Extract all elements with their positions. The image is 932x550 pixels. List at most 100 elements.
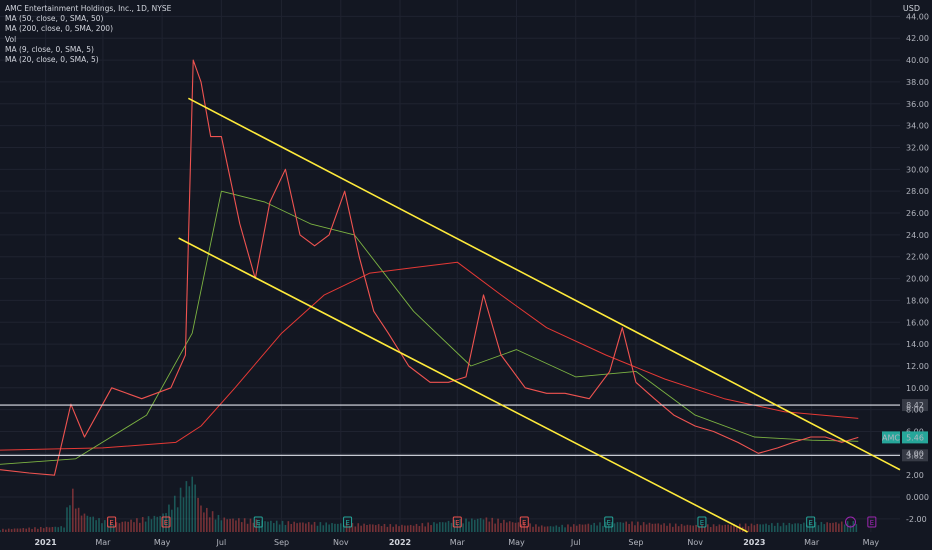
earnings-marker [604, 516, 614, 528]
volume-bar [287, 521, 290, 532]
volume-bar [66, 507, 68, 532]
volume-bar [51, 526, 54, 532]
earnings-label: E [607, 519, 611, 527]
volume-bar [701, 524, 703, 532]
volume-bar [421, 523, 424, 532]
volume-bar [596, 525, 598, 532]
volume-bar [229, 518, 231, 532]
volume-bar [203, 512, 205, 532]
volume-bar [485, 517, 488, 532]
volume-bar [471, 518, 473, 532]
volume-bar [19, 528, 22, 532]
volume-bar [307, 522, 310, 532]
indicator-ma200[interactable]: MA (200, close, 0, SMA, 200) [5, 24, 113, 34]
volume-bar [663, 523, 665, 532]
volume-bar [628, 523, 630, 532]
volume-bar [115, 522, 118, 532]
volume-bar [188, 486, 191, 532]
indicator-ma20[interactable]: MA (20, close, 0, SMA, 5) [5, 55, 99, 65]
indicator-vol[interactable]: Vol [5, 34, 17, 44]
volume-bar [220, 520, 223, 532]
volume-bar [680, 524, 683, 532]
volume-bar [424, 526, 427, 532]
volume-bar [69, 505, 71, 532]
volume-bar [666, 525, 668, 532]
volume-bar [814, 521, 817, 532]
volume-bar [584, 524, 587, 532]
x-tick-label: Nov [687, 538, 703, 547]
volume-bar [797, 523, 799, 532]
ma200-line [0, 261, 859, 451]
currency-label: USD [902, 4, 920, 13]
ma50-line [0, 190, 859, 465]
earnings-marker [161, 516, 171, 528]
volume-bar [226, 519, 228, 532]
volume-bar [840, 521, 843, 532]
volume-bar [139, 522, 141, 532]
horizontal-lines[interactable]: 8.42 3.82 [0, 399, 928, 462]
volume-bar [488, 521, 491, 532]
x-tick-label: May [863, 538, 880, 547]
volume-bar [782, 522, 785, 532]
time-axis[interactable]: 2021 Mar May Jul Sep Nov 2022 Mar May Jul Sep Nov 20… [34, 538, 879, 547]
hline-badge [902, 399, 928, 412]
hline-badge [902, 449, 928, 462]
earnings-label: E [808, 519, 812, 527]
x-tick-label: Mar [450, 538, 466, 547]
x-tick-label: Mar [804, 538, 820, 547]
volume-bar [669, 523, 671, 532]
volume-bar [759, 524, 761, 532]
volume-bar [450, 522, 453, 532]
volume-bar [272, 523, 275, 532]
volume-bar [494, 523, 496, 532]
indicator-ma50[interactable]: MA (50, close, 0, SMA, 50) [5, 14, 104, 24]
volume-bar [436, 523, 438, 532]
volume-bar [345, 523, 348, 532]
volume-bar [278, 524, 281, 532]
price-axis[interactable]: -2.000.0002.004.006.008.0010.0012.0014.0… [882, 12, 929, 524]
trendlines[interactable] [178, 97, 901, 533]
volume-bar [561, 524, 563, 532]
earnings-label: E [455, 519, 459, 527]
volume-bar [118, 523, 121, 532]
volume-bar [482, 519, 485, 532]
x-tick-label: Sep [274, 538, 289, 547]
volume-bar [357, 523, 360, 532]
indicator-ma9[interactable]: MA (9, close, 0, SMA, 5) [5, 44, 94, 54]
ma50-path [0, 190, 859, 465]
volume-bar [418, 526, 421, 532]
y-tick-label: 30.00 [906, 165, 929, 174]
volume-bar [205, 507, 208, 532]
volume-bar [339, 523, 342, 532]
volume-bar [383, 523, 386, 532]
volume-bar [95, 520, 97, 532]
x-tick-label: Nov [333, 538, 349, 547]
volume-bar [127, 521, 129, 532]
volume-bar [575, 525, 578, 532]
volume-bar [28, 527, 30, 532]
volume-bar [785, 525, 788, 532]
volume-bar [377, 524, 380, 532]
volume-bar [529, 523, 531, 532]
volume-bar [372, 524, 374, 532]
volume-bar [439, 522, 441, 532]
volume-bar [712, 524, 715, 532]
volume-bar [602, 525, 604, 532]
volume-bar [147, 516, 150, 532]
volume-bar [179, 487, 182, 532]
volume-bar [826, 522, 828, 532]
volume-bar [558, 526, 561, 532]
volume-bar [794, 523, 796, 532]
volume-bar [293, 521, 295, 532]
earnings-marker [452, 516, 462, 528]
volume-bar [514, 522, 517, 532]
volume-bar [540, 525, 543, 532]
volume-bar [185, 481, 188, 532]
volume-bar [313, 521, 316, 532]
volume-bar [473, 519, 476, 532]
volume-bar [159, 516, 161, 532]
volume-bar [634, 525, 636, 532]
